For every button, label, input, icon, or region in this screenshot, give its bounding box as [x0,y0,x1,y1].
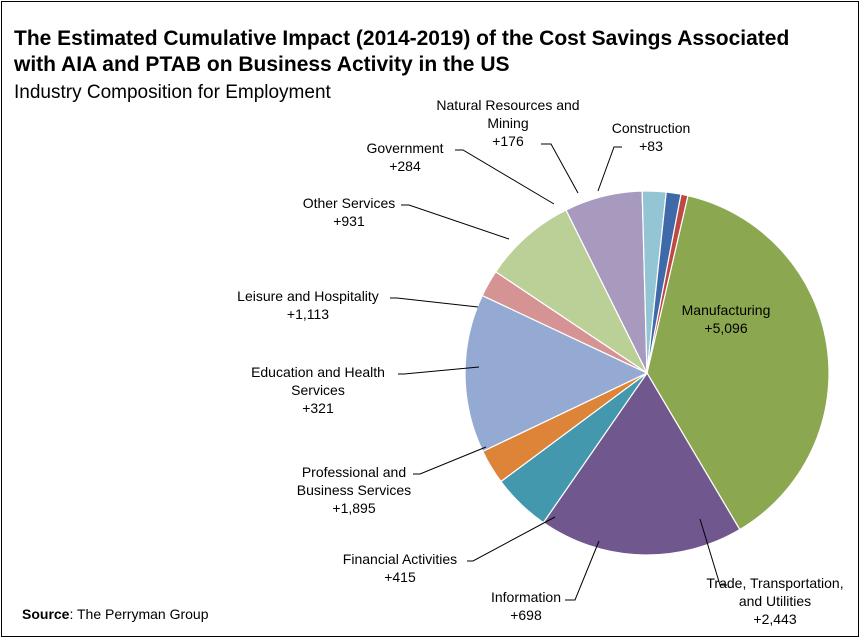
leader-line-construction [598,147,622,191]
slice-label-line: +5,096 [704,320,747,336]
leader-line-professional-and-business-services [413,447,486,474]
slice-label-line: +321 [302,400,334,416]
leader-line-information [565,541,599,600]
slice-label-line: +2,443 [753,611,796,627]
slice-label-line: Information [491,589,561,605]
slice-label-line: +415 [384,569,416,585]
slice-label-line: +698 [510,607,542,623]
leader-line-government [455,150,554,204]
slice-label-line: +931 [333,213,365,229]
slice-label-line: Education and Health [251,364,385,380]
leader-line-other-services [401,205,509,239]
slice-label-construction: Construction +83 [612,120,691,154]
slice-label-line: Professional and [302,464,406,480]
slice-label-line: Financial Activities [343,551,457,567]
slice-label-leisure-and-hospitality: Leisure and Hospitality +1,113 [237,288,379,322]
slice-label-line: +284 [389,158,421,174]
leader-line-financial-activities [467,517,555,561]
slice-label-education-and-health-services: Education and Health Services +321 [251,364,385,416]
slice-label-information: Information +698 [491,589,561,623]
slice-label-trade-transportation-and-utilities: Trade, Transportation, and Utilities +2,44… [706,575,843,627]
slice-label-line: Leisure and Hospitality [237,288,379,304]
slice-label-line: Mining [487,115,528,131]
slice-label-government: Government +284 [366,140,443,174]
slice-label-line: +176 [492,133,524,149]
slice-label-line: Manufacturing [682,302,771,318]
slice-label-line: +1,895 [332,500,375,516]
leader-line-natural-resources-and-mining [541,144,578,193]
slice-label-line: Government [366,140,443,156]
slice-label-line: Trade, Transportation, [706,575,843,591]
slice-label-financial-activities: Financial Activities +415 [343,551,457,585]
leader-line-leisure-and-hospitality [390,298,478,307]
slice-label-professional-and-business-services: Professional and Business Services +1,895 [297,464,411,516]
slice-label-line: Natural Resources and [436,97,579,113]
slice-label-line: Construction [612,120,691,136]
slice-label-line: and Utilities [739,593,811,609]
slice-label-natural-resources-and-mining: Natural Resources and Mining +176 [436,97,579,149]
slice-label-line: Services [291,382,345,398]
slice-label-line: +1,113 [287,306,329,322]
slice-label-other-services: Other Services +931 [303,195,396,229]
slice-label-line: Other Services [303,195,396,211]
slice-label-line: Business Services [297,482,411,498]
slice-label-line: +83 [639,138,663,154]
